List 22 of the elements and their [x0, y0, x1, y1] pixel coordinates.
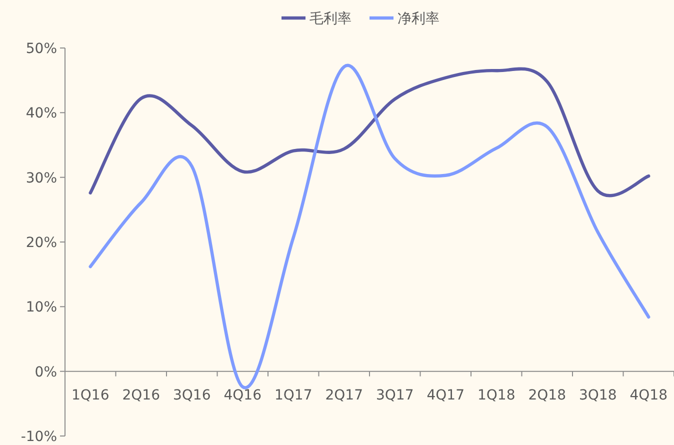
line-series: [88, 65, 650, 389]
x-tick-label: 4Q18: [630, 387, 668, 404]
y-tick-label: 30%: [26, 170, 57, 186]
y-tick-label: 40%: [26, 106, 57, 122]
x-tick-label: 4Q17: [426, 387, 464, 404]
x-tick-label: 3Q18: [579, 387, 617, 404]
x-tick-label: 2Q17: [325, 387, 363, 404]
x-tick-label: 2Q18: [528, 387, 566, 404]
y-tick-label: -10%: [20, 429, 57, 445]
legend-label: 毛利率: [310, 11, 352, 27]
x-tick-label: 1Q18: [478, 387, 516, 404]
y-tick-label: 20%: [26, 235, 57, 251]
x-tick-label: 1Q16: [72, 387, 110, 404]
x-tick-label: 1Q17: [274, 387, 312, 404]
x-tick-label: 3Q17: [376, 387, 414, 404]
y-tick-label: 50%: [26, 41, 57, 57]
x-tick-label: 4Q16: [224, 387, 262, 404]
legend-label: 净利率: [398, 11, 440, 27]
y-tick-label: 10%: [26, 300, 57, 316]
x-tick-label: 3Q16: [173, 387, 211, 404]
x-tick-label: 2Q16: [122, 387, 160, 404]
y-tick-label: 0%: [34, 364, 57, 380]
